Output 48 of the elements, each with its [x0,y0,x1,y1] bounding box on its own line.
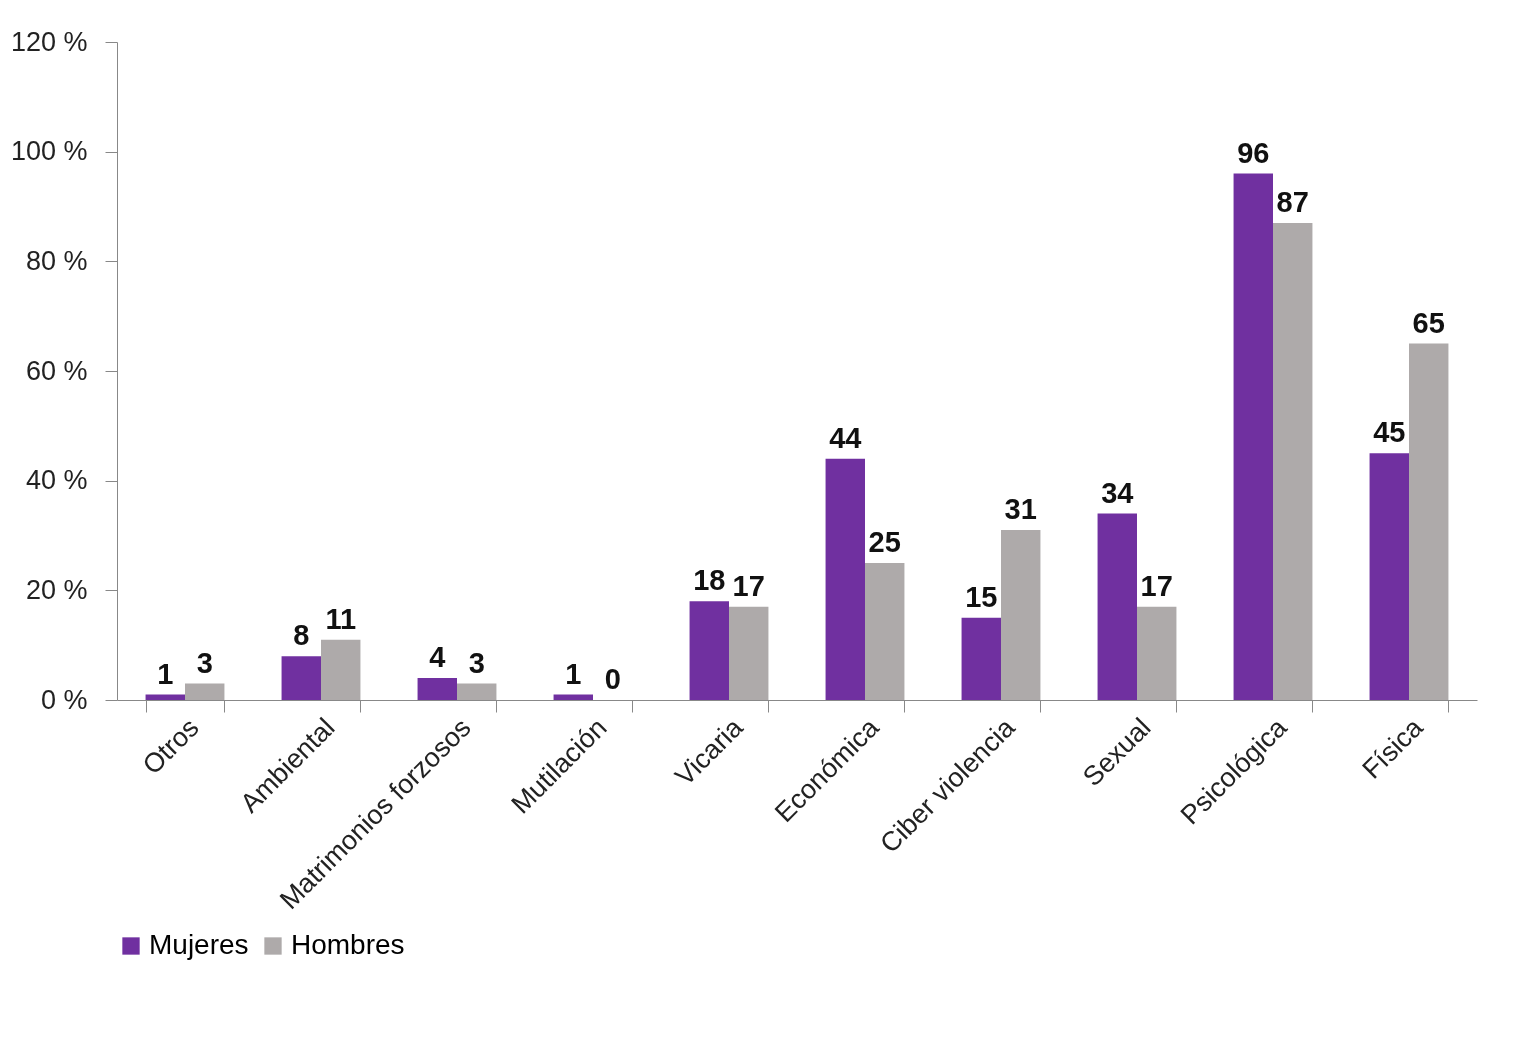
legend-label: Mujeres [149,929,249,960]
data-label: 1 [157,657,174,690]
bar [1273,222,1313,700]
data-label: 18 [693,564,726,597]
data-label: 4 [429,641,446,674]
data-label: 87 [1276,185,1309,218]
data-label: 45 [1373,416,1406,449]
data-label: 17 [732,569,765,602]
bar [865,562,905,700]
data-label: 11 [325,602,357,635]
y-tick-label: 60 % [25,355,88,386]
legend-label: Hombres [291,929,405,960]
y-tick-label: 100 % [10,136,88,167]
bar [417,678,457,700]
data-label: 3 [196,646,213,679]
data-label: 96 [1237,136,1270,169]
bar [1369,453,1409,700]
data-label: 34 [1101,476,1134,509]
data-label: 0 [604,663,621,695]
data-label: 17 [1140,569,1173,602]
bar [729,606,769,700]
bar [553,694,593,700]
bar [1233,173,1273,700]
y-tick-label: 40 % [25,465,88,496]
bar [185,683,225,700]
bar [1097,513,1137,700]
data-label: 25 [868,525,901,558]
bar [1137,606,1177,700]
bar [281,656,321,700]
bar [457,683,497,700]
y-tick-label: 20 % [25,574,88,605]
data-label: 3 [468,646,485,679]
data-label: 15 [965,580,998,613]
bar [961,617,1001,700]
y-tick-label: 120 % [10,26,88,57]
data-label: 65 [1412,306,1445,339]
data-label: 1 [565,657,582,690]
data-label: 8 [293,619,310,652]
y-tick-label: 80 % [25,245,88,276]
data-label: 44 [829,421,862,454]
data-label: 31 [1004,493,1037,526]
bar [145,694,185,700]
bar [1409,343,1449,700]
y-tick-label: 0 % [40,684,88,715]
bar [1001,530,1041,700]
bar [825,458,865,700]
bar [321,639,361,700]
bar [689,601,729,700]
